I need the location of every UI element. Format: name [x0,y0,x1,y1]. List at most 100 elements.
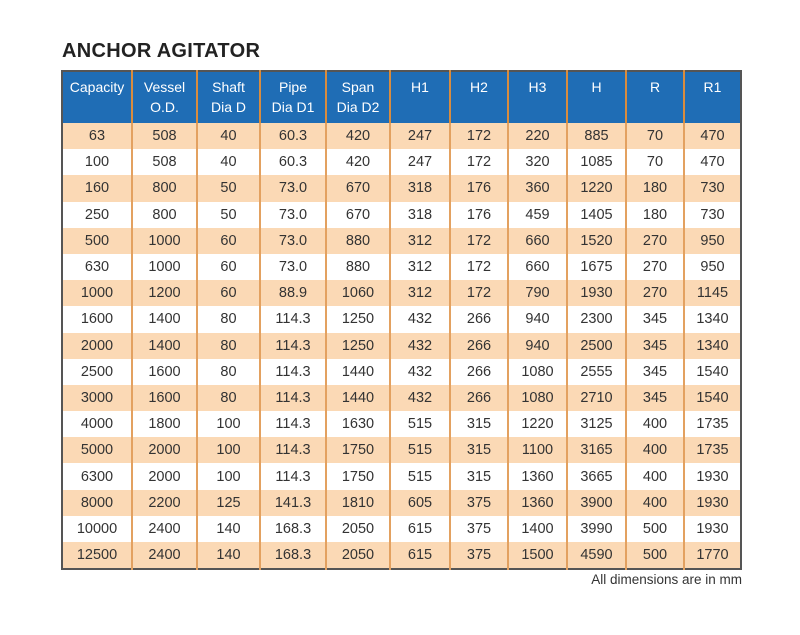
table-cell: 420 [325,149,390,176]
table-cell: 60 [196,280,260,307]
table-cell: 1400 [131,332,197,359]
table-cell: 432 [389,332,450,359]
table-cell: 3000 [62,384,132,412]
table-cell: 73.0 [259,253,326,281]
table-cell: 400 [625,437,684,464]
column-header-line: Shaft [212,79,245,95]
table-cell: 615 [389,542,450,570]
table-cell: 3665 [566,463,626,490]
table-cell: 12500 [62,542,132,570]
specification-table: Capacity Vessel O.D. Shaft Dia D Pipe Dia D1 Sp… [61,70,742,571]
table-cell: 1930 [683,515,741,542]
table-row: 63 508 40 60.3 420 247 172 220 885 70 470 [62,123,741,150]
column-header: Vessel O.D. [131,71,197,123]
column-header-line: R [649,79,661,95]
table-cell: 220 [507,123,567,150]
table-cell: 312 [389,280,450,307]
column-header-line: Dia D2 [336,99,380,115]
table-cell: 266 [449,332,508,359]
table-cell: 3990 [566,515,626,542]
table-cell: 515 [389,437,450,464]
table-cell: 60 [196,253,260,281]
table-cell: 940 [507,332,567,359]
table-cell: 73.0 [259,227,326,254]
table-cell: 730 [683,201,741,228]
table-cell: 2400 [131,542,197,570]
table-row: 8000 2200 125 141.3 1810 605 375 1360 3900 400 193… [62,489,741,516]
table-cell: 615 [389,515,450,542]
table-cell: 2300 [566,306,626,333]
table-cell: 1000 [131,253,197,281]
table-cell: 114.3 [259,437,326,464]
table-cell: 73.0 [259,175,326,202]
page-title: ANCHOR AGITATOR [62,40,261,62]
table-cell: 172 [449,280,508,307]
table-cell: 100 [196,437,260,464]
table-cell: 1080 [507,384,567,412]
column-header: H [566,71,626,123]
table-row: 100 508 40 60.3 420 247 172 320 1085 70 470 [62,149,741,176]
table-cell: 605 [389,489,450,516]
table-row: 12500 2400 140 168.3 2050 615 375 1500 4590 500 17… [62,542,741,570]
table-cell: 345 [625,306,684,333]
table-cell: 1145 [683,280,741,307]
table-row: 1000 1200 60 88.9 1060 312 172 790 1930 270 1145 [62,280,741,307]
table-cell: 168.3 [259,515,326,542]
table-row: 1600 1400 80 114.3 1250 432 266 940 2300 345 1340 [62,306,741,333]
table-cell: 2000 [131,463,197,490]
table-cell: 40 [196,123,260,150]
table-cell: 60.3 [259,149,326,176]
column-header-line: Capacity [69,79,125,95]
table-row: 250 800 50 73.0 670 318 176 459 1405 180 730 [62,201,741,228]
table-cell: 2050 [325,542,390,570]
column-header: Capacity [62,71,132,123]
table-cell: 2400 [131,515,197,542]
column-header: Pipe Dia D1 [259,71,326,123]
table-cell: 247 [389,123,450,150]
table-cell: 1000 [62,280,132,307]
table-cell: 470 [683,123,741,150]
table-cell: 1405 [566,201,626,228]
table-cell: 400 [625,411,684,438]
table-cell: 345 [625,332,684,359]
table-cell: 70 [625,149,684,176]
table-cell: 1630 [325,411,390,438]
table-cell: 1600 [62,306,132,333]
column-header-line: R1 [703,79,722,95]
column-header-line: H1 [411,79,429,95]
table-cell: 2555 [566,358,626,385]
table-cell: 1520 [566,227,626,254]
table-cell: 3125 [566,411,626,438]
column-header-line: Dia D1 [271,99,315,115]
table-cell: 125 [196,489,260,516]
table-cell: 318 [389,175,450,202]
column-header-line: H3 [528,79,547,95]
column-header: Shaft Dia D [196,71,260,123]
table-cell: 630 [62,253,132,281]
column-header-line: H2 [470,79,488,95]
table-row: 4000 1800 100 114.3 1630 515 315 1220 3125 400 173… [62,411,741,438]
table-cell: 114.3 [259,358,326,385]
table-cell: 172 [449,253,508,281]
table-cell: 1440 [325,358,390,385]
column-header: H3 [507,71,567,123]
table-cell: 100 [196,463,260,490]
table-cell: 168.3 [259,542,326,570]
table-cell: 1750 [325,437,390,464]
table-cell: 375 [449,515,508,542]
table-cell: 885 [566,123,626,150]
table-cell: 312 [389,227,450,254]
column-header-line: Pipe [278,79,308,95]
table-cell: 1930 [683,463,741,490]
table-cell: 70 [625,123,684,150]
table-cell: 114.3 [259,332,326,359]
table-cell: 1220 [507,411,567,438]
table-cell: 80 [196,384,260,412]
table-row: 3000 1600 80 114.3 1440 432 266 1080 2710 345 1540 [62,384,741,412]
table-cell: 515 [389,463,450,490]
table-cell: 1930 [566,280,626,307]
table-cell: 80 [196,306,260,333]
table-cell: 172 [449,149,508,176]
table-cell: 4590 [566,542,626,570]
table-cell: 1340 [683,306,741,333]
